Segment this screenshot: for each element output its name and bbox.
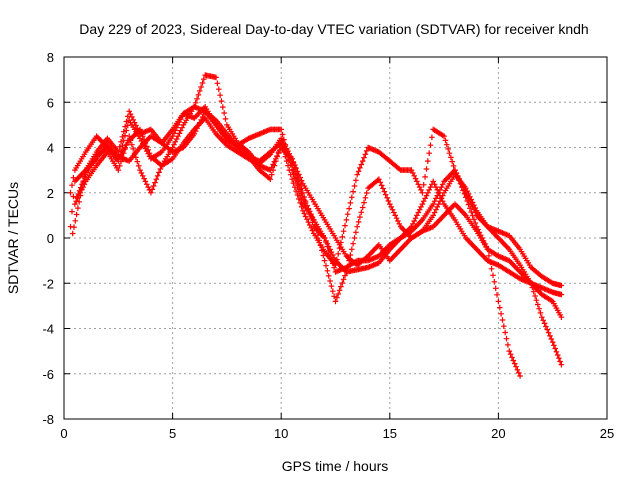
series-5-points: [69, 104, 523, 379]
axis-tick-labels: 0 5 10 15 20 25 -8 -6 -4 -2 0 2 4 6 8: [42, 50, 614, 441]
y-tick-label: 8: [47, 50, 54, 65]
y-tick-label: 6: [47, 95, 54, 110]
x-tick-label: 0: [60, 426, 67, 441]
y-tick-label: -8: [42, 412, 54, 427]
y-tick-label: 4: [47, 141, 54, 156]
x-tick-label: 15: [383, 426, 397, 441]
y-tick-label: -6: [42, 367, 54, 382]
x-tick-label: 25: [600, 426, 614, 441]
y-tick-label: -4: [42, 322, 54, 337]
series-5: [69, 104, 523, 379]
y-tick-label: 0: [47, 231, 54, 246]
x-tick-label: 20: [491, 426, 505, 441]
x-tick-label: 10: [274, 426, 288, 441]
y-tick-label: 2: [47, 186, 54, 201]
plot-frame: [63, 56, 608, 420]
chart-title: Day 229 of 2023, Sidereal Day-to-day VTE…: [79, 21, 588, 37]
series-layer: [67, 72, 565, 379]
y-tick-label: -2: [42, 276, 54, 291]
x-tick-label: 5: [169, 426, 176, 441]
y-axis-label: SDTVAR / TECUs: [5, 182, 21, 294]
x-axis-label: GPS time / hours: [282, 458, 389, 474]
